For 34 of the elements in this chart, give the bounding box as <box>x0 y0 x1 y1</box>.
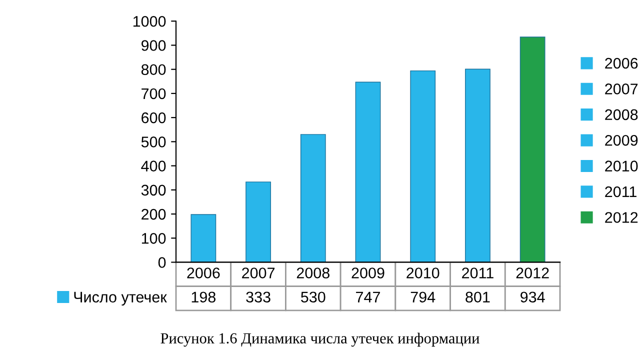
data-label: 934 <box>520 292 545 303</box>
y-tick-label: 600 <box>142 112 166 124</box>
category-label: 2006 <box>605 58 638 69</box>
data-label: 794 <box>410 292 436 303</box>
data-label: 198 <box>192 292 216 303</box>
data-label: 801 <box>466 292 490 303</box>
data-label: 530 <box>301 292 326 303</box>
category-label: 2007 <box>605 84 638 94</box>
y-tick-label: 400 <box>141 160 166 172</box>
x-tick-label: 2011 <box>462 268 494 278</box>
y-tick-label: 900 <box>142 40 166 51</box>
data-label: 747 <box>356 292 380 302</box>
x-tick-label: 2012 <box>516 268 549 278</box>
category-label: 2011 <box>605 186 636 198</box>
category-label: 2008 <box>605 109 638 120</box>
x-tick-label: 2006 <box>187 268 220 278</box>
y-tick-label: 300 <box>141 184 166 196</box>
category-label: 2010 <box>605 160 638 172</box>
category-label: 2012 <box>605 212 638 223</box>
x-tick-label: 2008 <box>296 268 330 278</box>
y-tick-label: 800 <box>141 64 166 76</box>
x-tick-label: 2007 <box>242 268 275 278</box>
legend-label: Число утечек <box>74 292 167 306</box>
y-tick-label: 0 <box>158 257 166 268</box>
y-tick-label: 500 <box>141 136 166 148</box>
y-tick-label: 700 <box>142 88 166 100</box>
data-label: 333 <box>246 292 270 303</box>
text: Рисунок 1.6 Динамика числа утечек информации <box>160 332 480 347</box>
y-tick-label: 100 <box>142 232 166 244</box>
x-tick-label: 2010 <box>406 268 440 278</box>
y-tick-label: 200 <box>142 208 166 220</box>
x-tick-label: 2009 <box>352 268 384 278</box>
category-label: 2009 <box>605 134 638 146</box>
y-tick-label: 1000 <box>133 16 166 27</box>
